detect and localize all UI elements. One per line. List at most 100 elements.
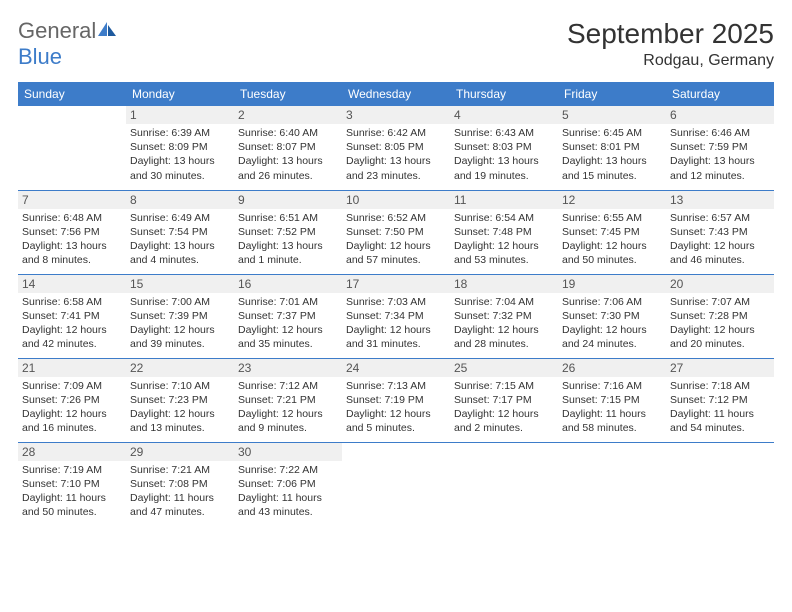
daylight-line2: and 24 minutes.: [562, 337, 662, 351]
col-header: Saturday: [666, 82, 774, 106]
day-cell: 30Sunrise: 7:22 AMSunset: 7:06 PMDayligh…: [234, 442, 342, 526]
day-info: Sunrise: 6:40 AMSunset: 8:07 PMDaylight:…: [238, 126, 338, 183]
day-cell: 29Sunrise: 7:21 AMSunset: 7:08 PMDayligh…: [126, 442, 234, 526]
day-cell: 10Sunrise: 6:52 AMSunset: 7:50 PMDayligh…: [342, 190, 450, 274]
day-cell: 4Sunrise: 6:43 AMSunset: 8:03 PMDaylight…: [450, 106, 558, 190]
daylight-line1: Daylight: 12 hours: [454, 407, 554, 421]
daylight-line1: Daylight: 11 hours: [22, 491, 122, 505]
daylight-line2: and 9 minutes.: [238, 421, 338, 435]
day-info: Sunrise: 6:55 AMSunset: 7:45 PMDaylight:…: [562, 211, 662, 268]
day-info: Sunrise: 7:21 AMSunset: 7:08 PMDaylight:…: [130, 463, 230, 520]
daylight-line2: and 35 minutes.: [238, 337, 338, 351]
day-cell: 11Sunrise: 6:54 AMSunset: 7:48 PMDayligh…: [450, 190, 558, 274]
day-number: 1: [126, 106, 234, 124]
calendar-head: SundayMondayTuesdayWednesdayThursdayFrid…: [18, 82, 774, 106]
sunrise: Sunrise: 6:48 AM: [22, 211, 122, 225]
daylight-line1: Daylight: 13 hours: [22, 239, 122, 253]
col-header: Wednesday: [342, 82, 450, 106]
day-cell: 6Sunrise: 6:46 AMSunset: 7:59 PMDaylight…: [666, 106, 774, 190]
day-cell: [666, 442, 774, 526]
day-info: Sunrise: 7:06 AMSunset: 7:30 PMDaylight:…: [562, 295, 662, 352]
daylight-line2: and 39 minutes.: [130, 337, 230, 351]
day-cell: 24Sunrise: 7:13 AMSunset: 7:19 PMDayligh…: [342, 358, 450, 442]
sunrise: Sunrise: 6:52 AM: [346, 211, 446, 225]
sunset: Sunset: 7:21 PM: [238, 393, 338, 407]
sunset: Sunset: 7:23 PM: [130, 393, 230, 407]
sunset: Sunset: 7:54 PM: [130, 225, 230, 239]
sunset: Sunset: 7:06 PM: [238, 477, 338, 491]
location: Rodgau, Germany: [567, 52, 774, 70]
day-info: Sunrise: 7:03 AMSunset: 7:34 PMDaylight:…: [346, 295, 446, 352]
daylight-line1: Daylight: 12 hours: [346, 239, 446, 253]
daylight-line1: Daylight: 12 hours: [130, 407, 230, 421]
day-cell: 14Sunrise: 6:58 AMSunset: 7:41 PMDayligh…: [18, 274, 126, 358]
day-info: Sunrise: 6:42 AMSunset: 8:05 PMDaylight:…: [346, 126, 446, 183]
daylight-line2: and 50 minutes.: [562, 253, 662, 267]
daylight-line2: and 19 minutes.: [454, 169, 554, 183]
day-cell: 12 Sunrise: 6:55 AMSunset: 7:45 PMDayligh…: [558, 190, 666, 274]
daylight-line1: Daylight: 13 hours: [238, 154, 338, 168]
sunset: Sunset: 7:15 PM: [562, 393, 662, 407]
daylight-line2: and 47 minutes.: [130, 505, 230, 519]
daylight-line1: Daylight: 11 hours: [670, 407, 770, 421]
sunrise: Sunrise: 7:06 AM: [562, 295, 662, 309]
sunset: Sunset: 7:45 PM: [562, 225, 662, 239]
daylight-line1: Daylight: 12 hours: [346, 407, 446, 421]
month-title: September 2025: [567, 18, 774, 50]
day-number: 7: [18, 191, 126, 209]
day-number: 18: [450, 275, 558, 293]
day-info: Sunrise: 6:39 AMSunset: 8:09 PMDaylight:…: [130, 126, 230, 183]
day-cell: 28Sunrise: 7:19 AMSunset: 7:10 PMDayligh…: [18, 442, 126, 526]
daylight-line2: and 23 minutes.: [346, 169, 446, 183]
daylight-line2: and 53 minutes.: [454, 253, 554, 267]
calendar-body: 1 Sunrise: 6:39 AMSunset: 8:09 PMDaylight…: [18, 106, 774, 526]
daylight-line1: Daylight: 13 hours: [562, 154, 662, 168]
sunset: Sunset: 8:03 PM: [454, 140, 554, 154]
day-cell: 3Sunrise: 6:42 AMSunset: 8:05 PMDaylight…: [342, 106, 450, 190]
sunrise: Sunrise: 7:19 AM: [22, 463, 122, 477]
sunrise: Sunrise: 7:18 AM: [670, 379, 770, 393]
sunrise: Sunrise: 7:13 AM: [346, 379, 446, 393]
day-cell: 27Sunrise: 7:18 AMSunset: 7:12 PMDayligh…: [666, 358, 774, 442]
logo-text: General Blue: [18, 18, 118, 70]
sunrise: Sunrise: 6:51 AM: [238, 211, 338, 225]
col-header: Sunday: [18, 82, 126, 106]
sunrise: Sunrise: 7:15 AM: [454, 379, 554, 393]
day-number: 6: [666, 106, 774, 124]
day-cell: 13Sunrise: 6:57 AMSunset: 7:43 PMDayligh…: [666, 190, 774, 274]
sunset: Sunset: 7:10 PM: [22, 477, 122, 491]
sunset: Sunset: 7:41 PM: [22, 309, 122, 323]
daylight-line1: Daylight: 12 hours: [238, 407, 338, 421]
sunset: Sunset: 8:05 PM: [346, 140, 446, 154]
col-header: Tuesday: [234, 82, 342, 106]
day-number: 16: [234, 275, 342, 293]
daylight-line1: Daylight: 12 hours: [562, 323, 662, 337]
daylight-line1: Daylight: 11 hours: [562, 407, 662, 421]
day-info: Sunrise: 7:15 AMSunset: 7:17 PMDaylight:…: [454, 379, 554, 436]
day-cell: [18, 106, 126, 190]
day-cell: 22Sunrise: 7:10 AMSunset: 7:23 PMDayligh…: [126, 358, 234, 442]
day-cell: 23Sunrise: 7:12 AMSunset: 7:21 PMDayligh…: [234, 358, 342, 442]
day-number: 12: [558, 191, 666, 209]
day-number: 24: [342, 359, 450, 377]
col-header: Thursday: [450, 82, 558, 106]
day-number: 22: [126, 359, 234, 377]
sunset: Sunset: 8:07 PM: [238, 140, 338, 154]
sunset: Sunset: 7:39 PM: [130, 309, 230, 323]
daylight-line1: Daylight: 12 hours: [22, 407, 122, 421]
daylight-line1: Daylight: 12 hours: [238, 323, 338, 337]
day-number: 11: [450, 191, 558, 209]
daylight-line2: and 43 minutes.: [238, 505, 338, 519]
sunrise: Sunrise: 7:22 AM: [238, 463, 338, 477]
daylight-line2: and 1 minute.: [238, 253, 338, 267]
sunset: Sunset: 8:01 PM: [562, 140, 662, 154]
daylight-line1: Daylight: 11 hours: [130, 491, 230, 505]
logo: General Blue: [18, 18, 118, 70]
daylight-line1: Daylight: 12 hours: [562, 239, 662, 253]
day-number: 19: [558, 275, 666, 293]
sunrise: Sunrise: 7:09 AM: [22, 379, 122, 393]
day-cell: 18Sunrise: 7:04 AMSunset: 7:32 PMDayligh…: [450, 274, 558, 358]
title-block: September 2025 Rodgau, Germany: [567, 18, 774, 70]
daylight-line2: and 54 minutes.: [670, 421, 770, 435]
daylight-line2: and 57 minutes.: [346, 253, 446, 267]
